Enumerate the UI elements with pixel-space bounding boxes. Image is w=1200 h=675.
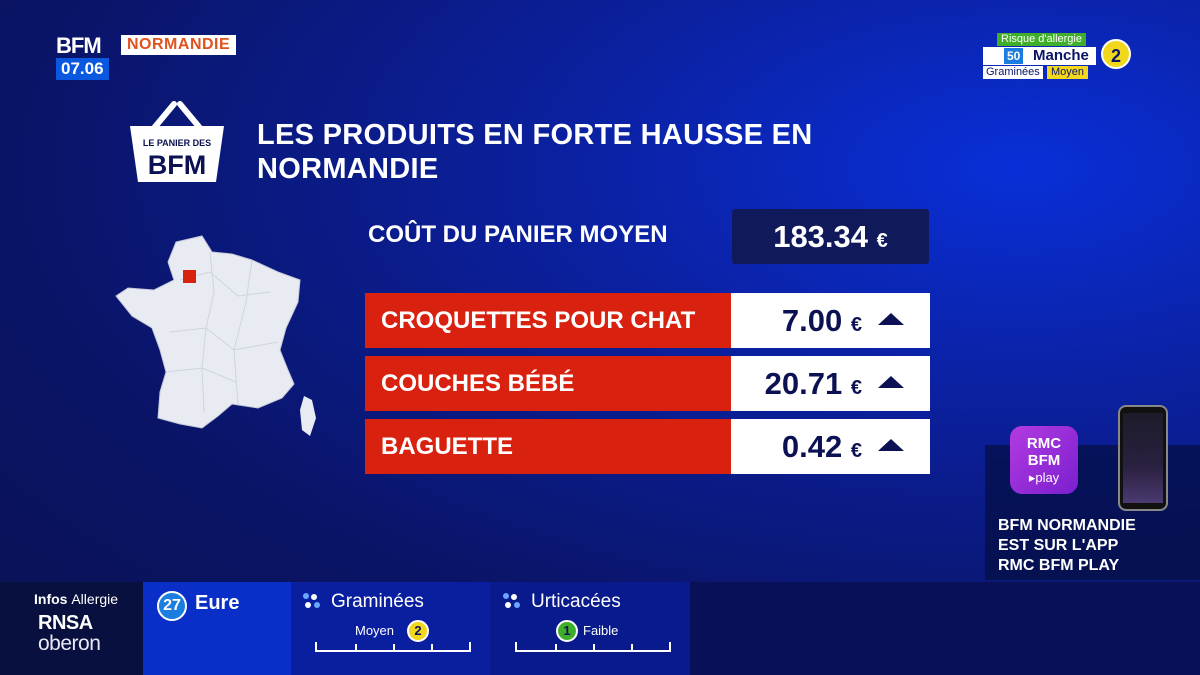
allergy-level-badge: 2 xyxy=(1101,39,1131,69)
product-price: 7.00 € xyxy=(731,293,930,348)
app-promo-text: BFM NORMANDIE EST SUR L'APP RMC BFM PLAY xyxy=(998,516,1136,576)
pollen-name: Graminées xyxy=(331,591,424,612)
rmc-bfm-play-logo: RMC BFM ▸play xyxy=(1010,426,1078,494)
basket-logo-top: LE PANIER DES xyxy=(143,138,211,148)
allergy-pollen: Graminées xyxy=(983,66,1043,79)
rnsa-logo: RNSA xyxy=(38,612,93,634)
promo-line-1: BFM NORMANDIE xyxy=(998,517,1136,534)
product-name: CROQUETTES POUR CHAT xyxy=(365,293,731,348)
rmc-logo-line-2: BFM xyxy=(1027,452,1061,469)
product-name: COUCHES BÉBÉ xyxy=(365,356,731,411)
ticker-pollen-block-2 xyxy=(490,582,690,675)
phone-mockup-icon xyxy=(1118,405,1168,511)
avg-cost-value: 183.34 € xyxy=(732,209,929,264)
ticker-dept-number: 27 xyxy=(157,591,187,621)
infos-bold: Infos xyxy=(34,591,68,607)
pollen-scale xyxy=(515,642,671,652)
pollen-scale xyxy=(315,642,471,652)
basket-icon: LE PANIER DES BFM xyxy=(130,101,224,182)
title-line-1: LES PRODUITS EN FORTE HAUSSE EN xyxy=(257,119,813,151)
pollen-level-label: Faible xyxy=(583,623,619,638)
region-tag: NORMANDIE xyxy=(121,35,237,55)
trend-up-icon xyxy=(878,313,904,325)
oberon-logo: oberon xyxy=(38,632,101,655)
avg-cost-number: 183.34 xyxy=(773,219,869,254)
allergy-header: Risque d'allergie xyxy=(997,33,1086,46)
pollen-level-label: Moyen xyxy=(355,623,395,638)
promo-line-3: RMC BFM PLAY xyxy=(998,557,1120,574)
pollen-level-badge: 1 xyxy=(556,620,578,642)
avg-cost-currency: € xyxy=(876,230,888,252)
price-currency: € xyxy=(850,440,862,462)
bfm-logo: BFM xyxy=(56,33,102,58)
price-value: 0.42 xyxy=(781,429,843,464)
france-map xyxy=(110,232,325,442)
ticker-pollen-block-1 xyxy=(291,582,490,675)
promo-line-2: EST SUR L'APP xyxy=(998,537,1119,554)
pollen-name: Urticacées xyxy=(531,591,621,612)
infos-light: Allergie xyxy=(71,591,119,607)
segment-title: LES PRODUITS EN FORTE HAUSSE EN NORMANDI… xyxy=(257,118,813,186)
title-line-2: NORMANDIE xyxy=(257,153,439,185)
allergy-dept-number: 50 xyxy=(1004,48,1024,64)
infos-allergie-label: Infos Allergie xyxy=(34,591,118,607)
allergy-dept-name: Manche xyxy=(1033,47,1089,64)
ticker-dept-name: Eure xyxy=(195,592,240,614)
product-price: 20.71 € xyxy=(731,356,930,411)
ticker-sponsor-block xyxy=(0,582,143,675)
panier-bfm-logo: LE PANIER DES BFM xyxy=(124,98,230,186)
price-currency: € xyxy=(850,314,862,336)
allergy-widget: Risque d'allergie 50 Manche Graminées Mo… xyxy=(983,33,1135,79)
trend-up-icon xyxy=(878,376,904,388)
product-name: BAGUETTE xyxy=(365,419,731,474)
rmc-logo-line-1: RMC xyxy=(1026,435,1062,452)
price-currency: € xyxy=(850,377,862,399)
pollen-icon xyxy=(302,592,322,615)
basket-logo-bottom: BFM xyxy=(148,150,206,180)
product-price: 0.42 € xyxy=(731,419,930,474)
allergy-level-label: Moyen xyxy=(1047,66,1089,79)
price-value: 7.00 xyxy=(781,303,843,338)
trend-up-icon xyxy=(878,439,904,451)
avg-cost-label: COÛT DU PANIER MOYEN xyxy=(368,221,668,248)
clock: 07.06 xyxy=(56,58,109,80)
pollen-icon xyxy=(502,592,522,615)
pollen-level-badge: 2 xyxy=(407,620,429,642)
normandie-highlight xyxy=(183,270,196,283)
rmc-logo-line-3: ▸play xyxy=(1028,470,1060,485)
price-value: 20.71 xyxy=(764,366,843,401)
